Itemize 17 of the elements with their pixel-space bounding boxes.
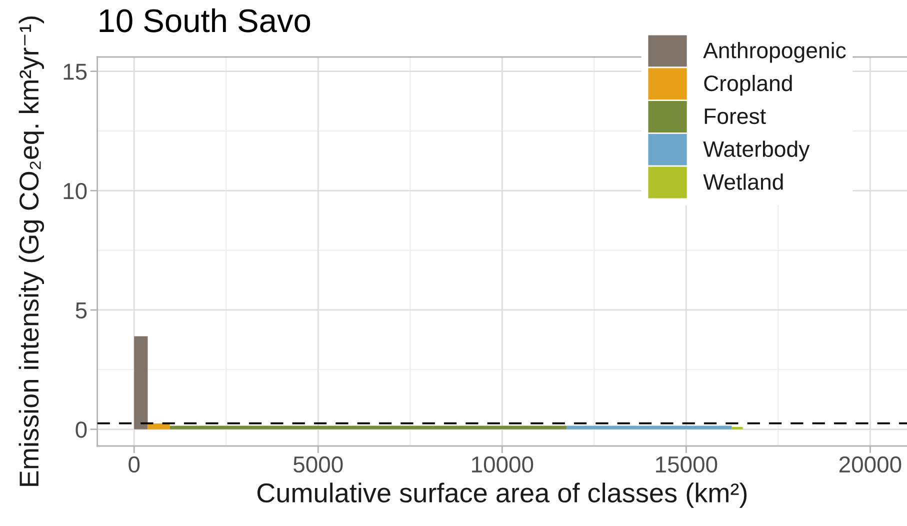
x-tick-label: 15000 (656, 456, 718, 473)
x-tick-label: 0 (128, 456, 140, 473)
x-tick-label: 20000 (839, 456, 902, 473)
x-tick-label: 5000 (294, 456, 343, 473)
y-tick-label: 5 (76, 302, 87, 318)
y-tick-label: 15 (64, 64, 87, 80)
legend-label: Waterbody (703, 140, 810, 162)
legend-label: Cropland (704, 74, 792, 96)
legend-label: Forest (704, 108, 766, 124)
y-axis-title: Emission intensity (Gg CO₂eq. km²yr⁻¹) (18, 16, 44, 486)
legend-label: Anthropogenic (703, 42, 846, 63)
legend-label: Wetland (703, 174, 783, 190)
y-tick-label: 10 (64, 182, 87, 200)
x-axis-title: Cumulative surface area of classes (km²) (257, 482, 747, 508)
chart-title: 10 South Savo (100, 8, 310, 32)
x-tick-label: 10000 (472, 456, 534, 473)
y-tick-label: 0 (76, 422, 87, 438)
